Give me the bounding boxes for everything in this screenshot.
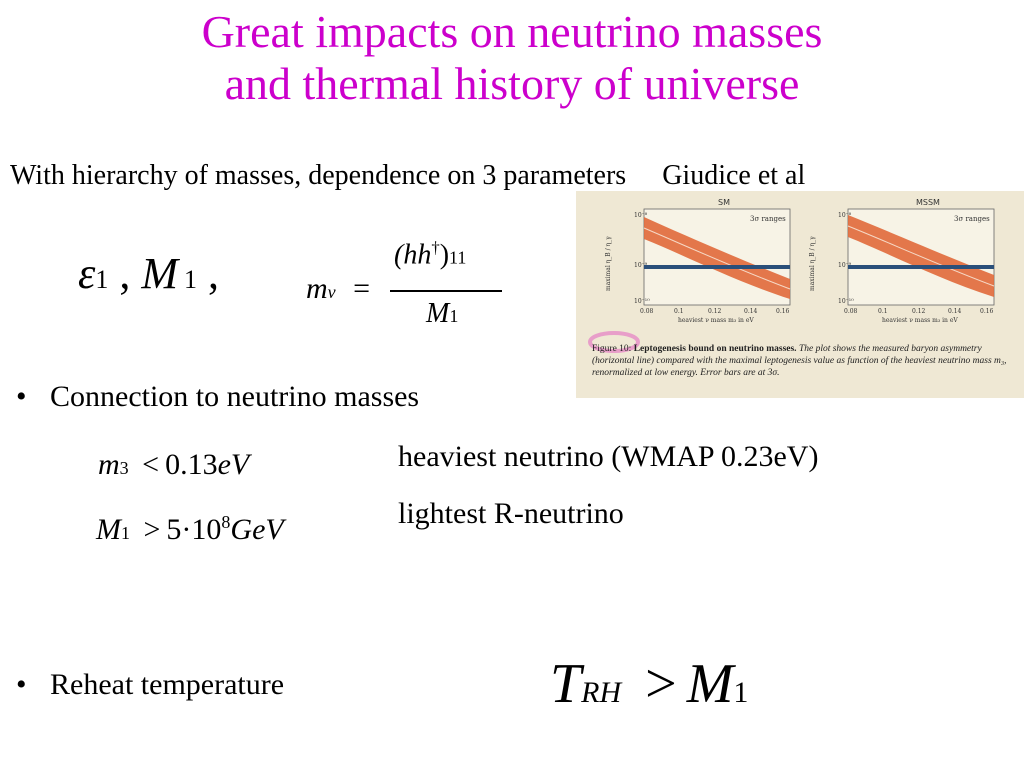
central-curve	[643, 227, 791, 290]
panel-title: MSSM	[916, 198, 940, 207]
plot-panel-mssm: MSSM 3σ ranges 10⁻⁸ 10⁻⁹ 10⁻¹⁰ 0.08 0.1 …	[809, 198, 995, 324]
ylabel: maximal η_B / η_γ	[809, 236, 816, 291]
mnu-subscript: ν	[327, 282, 336, 302]
leptogenesis-figure: SM 3σ ranges 10⁻⁸ 10⁻⁹ 10⁻¹⁰ 0.08 0.1 0.…	[576, 191, 1024, 398]
leptogenesis-band	[848, 215, 994, 297]
ytick: 10⁻⁸	[634, 212, 648, 219]
measured-asymmetry-line	[848, 265, 994, 269]
numerator-hh: (hh	[394, 239, 432, 271]
xlabel: heaviest ν mass m₃ in eV	[678, 317, 754, 324]
denominator: M1	[426, 298, 458, 330]
xtick: 0.08	[844, 308, 858, 315]
highlighter-mark	[588, 331, 640, 353]
relation: >	[143, 513, 161, 546]
bullet-text: Connection to neutrino masses	[50, 380, 420, 413]
T-symbol: T	[550, 653, 582, 715]
bullet-dot: •	[16, 380, 27, 413]
bound-exponent: 8	[221, 512, 231, 532]
panel-label: 3σ ranges	[954, 215, 990, 223]
xlabel: heaviest ν mass m₃ in eV	[882, 317, 958, 324]
plot-panel-sm: SM 3σ ranges 10⁻⁸ 10⁻⁹ 10⁻¹⁰ 0.08 0.1 0.…	[605, 198, 791, 324]
subheading-text: With hierarchy of masses, dependence on …	[10, 160, 627, 191]
dagger: †	[431, 238, 440, 257]
epsilon-symbol: ε	[78, 249, 96, 298]
separator: ,	[208, 249, 219, 298]
xtick: 0.12	[708, 308, 722, 315]
bound-unit: GeV	[230, 513, 284, 546]
title-line-1: Great impacts on neutrino masses	[201, 6, 823, 57]
xtick: 0.16	[980, 308, 994, 315]
M1-symbol: M	[96, 513, 121, 546]
measured-asymmetry-line	[644, 265, 790, 269]
m3-symbol: m	[98, 448, 120, 481]
numerator-close: )	[439, 239, 450, 271]
M-symbol: M	[686, 653, 734, 715]
slide-title: Great impacts on neutrino masses and the…	[0, 6, 1024, 110]
reheat-formula: TRH > M1	[550, 652, 748, 716]
M-subscript: 1	[733, 676, 749, 709]
relation: >	[645, 653, 677, 715]
panel-label: 3σ ranges	[750, 215, 786, 223]
caption-bold: Leptogenesis bound on neutrino masses.	[633, 344, 797, 354]
T-subscript: RH	[581, 676, 622, 709]
bound-unit: eV	[217, 448, 250, 481]
ytick: 10⁻⁸	[838, 212, 852, 219]
xtick: 0.12	[912, 308, 926, 315]
xtick: 0.1	[878, 308, 888, 315]
ytick: 10⁻⁹	[634, 262, 648, 269]
bullet-item: • Connection to neutrino masses	[16, 380, 419, 414]
figure-caption: Figure 10: Leptogenesis bound on neutrin…	[592, 343, 1012, 379]
bound-coefficient: 5·10	[166, 513, 222, 546]
panel-title: SM	[718, 198, 730, 207]
bullet-dot: •	[16, 668, 27, 701]
ytick: 10⁻⁹	[838, 262, 852, 269]
ytick: 10⁻¹⁰	[634, 298, 650, 305]
mass-symbol: M	[141, 249, 178, 298]
heaviest-mass-note: heaviest neutrino (WMAP 0.23eV)	[398, 440, 819, 473]
xtick: 0.16	[776, 308, 790, 315]
numerator: (hh†)11	[394, 238, 466, 271]
subheading: With hierarchy of masses, dependence on …	[10, 160, 805, 192]
caption-text: The plot shows the measured baryon asymm…	[592, 344, 1007, 378]
xtick: 0.14	[948, 308, 962, 315]
numerator-subscript: 11	[449, 247, 467, 268]
bullet-item: • Reheat temperature	[16, 668, 284, 702]
ytick: 10⁻¹⁰	[838, 298, 854, 305]
bullet-text: Reheat temperature	[50, 668, 285, 701]
xtick: 0.1	[674, 308, 684, 315]
xtick: 0.08	[640, 308, 654, 315]
mass-subscript: 1	[184, 265, 197, 294]
ylabel: maximal η_B / η_γ	[605, 236, 612, 291]
lightest-mass-note: lightest R-neutrino	[398, 497, 624, 530]
M1-subscript: 1	[121, 523, 130, 543]
epsilon-subscript: 1	[95, 265, 109, 294]
lightest-mass-bound: M1 >5·108GeV	[96, 512, 284, 547]
equals-sign: =	[353, 272, 371, 305]
citation: Giudice et al	[662, 160, 806, 191]
neutrino-mass-formula: mν = (hh†)11 M1	[306, 238, 506, 338]
caption-label: Figure 10:	[592, 344, 632, 354]
fraction-bar	[390, 290, 502, 292]
bound-value: 0.13	[165, 448, 218, 481]
mnu-symbol: m	[306, 272, 328, 305]
leptogenesis-band	[644, 217, 790, 299]
m3-subscript: 3	[119, 458, 129, 478]
xtick: 0.14	[744, 308, 758, 315]
central-curve	[847, 225, 995, 287]
title-line-2: and thermal history of universe	[224, 58, 800, 109]
separator: ,	[119, 249, 131, 298]
denominator-subscript: 1	[449, 306, 459, 326]
heaviest-mass-bound: m3 <0.13eV	[98, 448, 249, 482]
relation: <	[142, 448, 160, 481]
denominator-M: M	[426, 298, 450, 329]
